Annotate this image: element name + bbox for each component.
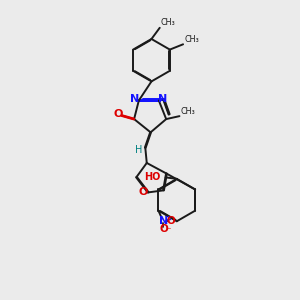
Text: O: O xyxy=(159,224,168,235)
Text: N: N xyxy=(158,94,168,104)
Text: O: O xyxy=(167,216,175,226)
Text: HO: HO xyxy=(145,172,161,182)
Text: CH₃: CH₃ xyxy=(161,18,176,27)
Text: O: O xyxy=(138,188,148,197)
Text: ⁻: ⁻ xyxy=(166,225,171,234)
Text: CH₃: CH₃ xyxy=(181,106,195,116)
Text: CH₃: CH₃ xyxy=(184,35,199,44)
Text: +: + xyxy=(164,215,171,224)
Text: O: O xyxy=(113,110,123,119)
Text: N: N xyxy=(159,216,168,226)
Text: N: N xyxy=(130,94,139,104)
Text: H: H xyxy=(135,145,142,155)
